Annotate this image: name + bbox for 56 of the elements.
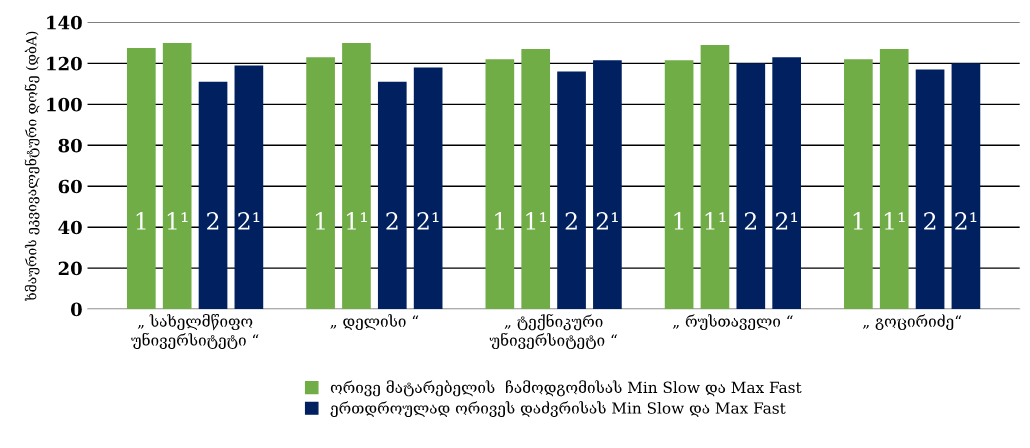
text: 2 xyxy=(565,212,577,230)
x-tick-label: „ გოცირიძე“ xyxy=(862,313,962,331)
bar xyxy=(377,81,407,310)
text: 2 xyxy=(386,212,398,230)
x-tick-label: „ სახელმწიფო უნივერსიტეტი “ xyxy=(131,313,259,350)
bar xyxy=(413,67,443,310)
annotation: 1¹ xyxy=(167,212,188,230)
bar xyxy=(879,49,909,310)
text: 2 xyxy=(744,212,757,230)
text: 1¹ xyxy=(884,212,905,230)
x-tick-label: „ დელისი “ xyxy=(330,313,419,331)
legend-label: ერთდროულად ორივეს დაძვრისას Min Slow და Max Fast xyxy=(330,400,786,418)
bar xyxy=(951,63,981,310)
text: 1¹ xyxy=(347,212,367,230)
annotation: 2¹ xyxy=(238,212,260,230)
bar xyxy=(234,65,264,310)
y-tick-label: 120 xyxy=(47,56,82,71)
annotation: 2 xyxy=(207,212,219,230)
bar xyxy=(593,60,622,310)
y-tick-label: 140 xyxy=(47,15,82,30)
y-tick-label: 80 xyxy=(58,138,82,153)
text: 1 xyxy=(674,212,684,230)
text: 1 xyxy=(853,212,863,230)
legend-label: ორივე მატარებელის ჩამოდგომისას Min Slow და Max Fast xyxy=(330,380,802,397)
bar xyxy=(844,59,873,310)
bar xyxy=(557,71,586,310)
y-tick-label: 100 xyxy=(47,97,82,112)
text: 2¹ xyxy=(417,212,439,230)
y-axis-title: ხმაურის ეკვივალენტური დონე (დბA) xyxy=(24,31,40,302)
bar xyxy=(736,63,766,310)
text: 2¹ xyxy=(596,212,618,230)
bar xyxy=(342,42,371,310)
text: 1 xyxy=(315,212,325,230)
y-tick-label: 0 xyxy=(70,302,82,317)
bar xyxy=(306,57,335,310)
bar xyxy=(664,60,694,310)
x-tick-label: „ რუსთაველი “ xyxy=(672,313,793,331)
bar xyxy=(915,69,945,310)
bar xyxy=(700,44,730,310)
text: 1 xyxy=(495,212,504,230)
y-tick-label: 40 xyxy=(58,220,82,235)
text: 2¹ xyxy=(776,212,798,230)
bar xyxy=(485,59,515,310)
y-tick-label: 60 xyxy=(58,179,82,194)
annotation: 1 xyxy=(136,212,146,230)
bar xyxy=(772,57,801,310)
text: 1¹ xyxy=(526,212,547,230)
bar xyxy=(126,48,156,310)
bar xyxy=(198,81,228,310)
bar xyxy=(521,49,551,310)
text: 2¹ xyxy=(955,212,977,230)
text: 2 xyxy=(924,212,936,230)
bar xyxy=(162,42,192,310)
x-tick-label: „ ტექნიკური უნივერსიტეტი “ xyxy=(489,313,617,350)
y-tick-label: 20 xyxy=(58,261,82,276)
text: 1¹ xyxy=(705,212,726,230)
